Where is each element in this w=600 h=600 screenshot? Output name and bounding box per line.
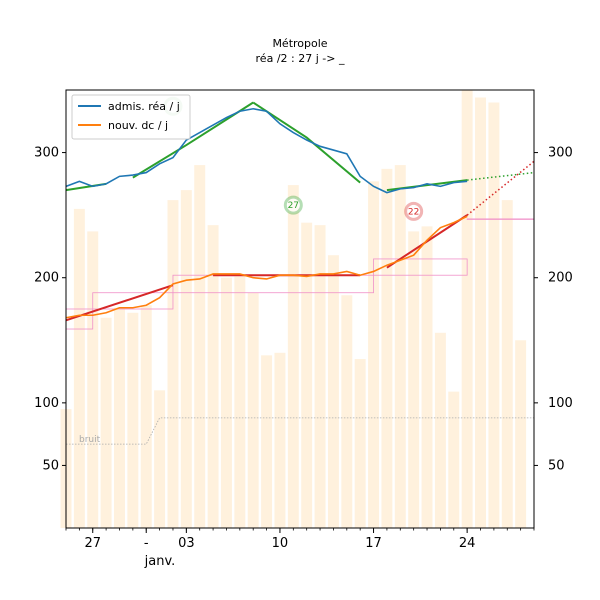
series-layer <box>65 107 468 319</box>
background-bar <box>127 312 139 528</box>
chart-subtitle: réa /2 : 27 j -> _ <box>256 52 345 65</box>
background-bar <box>488 102 500 528</box>
x-tick-label: 10 <box>272 536 289 551</box>
background-bar <box>434 332 446 528</box>
y-tick-label-right: 300 <box>548 146 573 161</box>
trend-line-green <box>132 101 254 179</box>
background-bar <box>287 185 299 528</box>
background-bar <box>421 226 433 529</box>
background-bar <box>73 208 85 528</box>
background-bar <box>394 165 406 529</box>
legend: admis. réa / j nouv. dc / j <box>71 94 191 140</box>
y-tick-label-right: 200 <box>548 271 573 286</box>
background-bar <box>207 225 219 528</box>
background-bar <box>87 231 99 528</box>
background-bar <box>368 181 380 528</box>
background-bar <box>234 276 246 528</box>
x-tick-label: 27 <box>84 536 101 551</box>
level-step <box>373 258 468 276</box>
month-label: janv. <box>144 554 176 569</box>
legend-label-dc: nouv. dc / j <box>108 119 168 132</box>
trend-line-green <box>252 101 361 184</box>
chart-title: Métropole <box>272 37 327 50</box>
background-bar <box>261 355 273 528</box>
x-tick-label: - <box>144 536 149 551</box>
plot-frame <box>65 89 535 529</box>
background-bar <box>475 97 486 528</box>
level-step <box>466 218 535 220</box>
background-bar <box>114 307 125 528</box>
x-tick-label: 03 <box>178 536 195 551</box>
x-tick-label: 17 <box>365 536 382 551</box>
y-tick-label-left: 100 <box>34 396 59 411</box>
legend-label-admis: admis. réa / j <box>108 100 180 113</box>
y-tick-label-left: 200 <box>34 271 59 286</box>
background-bar <box>140 305 152 528</box>
background-bar <box>408 231 420 528</box>
trend-line-red <box>65 284 174 322</box>
background-bar <box>247 292 259 528</box>
background-bar <box>461 90 473 528</box>
background-bar <box>501 200 513 528</box>
background-bar <box>301 222 313 528</box>
series-line-dc <box>65 215 468 319</box>
background-bar <box>274 352 286 528</box>
peak-marker-label: 22 <box>408 207 419 217</box>
y-tick-label-right: 50 <box>548 458 565 473</box>
background-bar <box>327 255 339 528</box>
noise-layer: bruit <box>66 417 534 445</box>
bars-layer <box>60 90 527 529</box>
background-bar <box>341 295 353 528</box>
background-bar <box>194 165 206 529</box>
background-bar <box>354 359 366 528</box>
series-line-admis <box>65 107 468 194</box>
background-bar <box>154 390 166 528</box>
background-bar <box>220 277 232 528</box>
x-tick-label: 24 <box>459 536 476 551</box>
level-step <box>92 292 174 310</box>
background-bar <box>381 168 393 528</box>
background-bar <box>167 200 179 528</box>
background-bar <box>100 317 112 528</box>
background-bar <box>515 340 527 528</box>
trend-line-green <box>467 171 535 181</box>
noise-label: bruit <box>79 435 101 445</box>
y-tick-label-right: 100 <box>548 396 573 411</box>
y-tick-label-left: 300 <box>34 146 59 161</box>
trend-line-red <box>386 214 468 269</box>
axes-layer: 50 50 100 100 200 200 300 300 27 - 03 10 17 24 <box>34 146 573 551</box>
peak-marker-label: 27 <box>288 201 299 211</box>
peak-marker <box>283 195 303 215</box>
background-bar <box>314 225 326 528</box>
noise-line <box>66 417 534 445</box>
peak-marker <box>404 201 424 221</box>
background-bar <box>448 391 460 528</box>
y-tick-label-left: 50 <box>42 458 59 473</box>
background-bar <box>180 190 192 528</box>
legend-box <box>71 94 191 140</box>
